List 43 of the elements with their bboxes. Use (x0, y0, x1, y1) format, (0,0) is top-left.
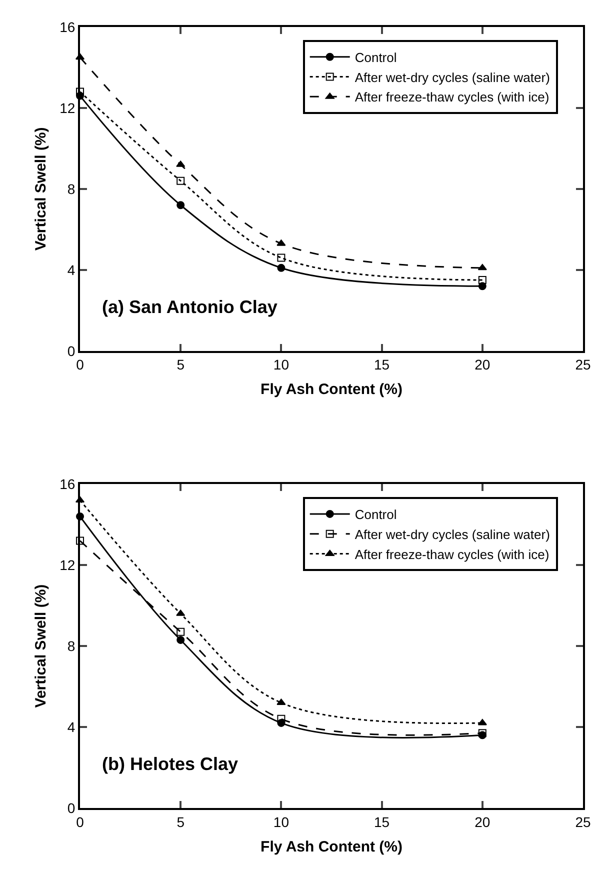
x-tick-label: 5 (176, 356, 185, 373)
x-axis-title: Fly Ash Content (%) (260, 838, 402, 856)
x-tick-label: 20 (474, 814, 490, 830)
point (176, 176, 185, 185)
x-axis-title: Fly Ash Content (%) (260, 381, 402, 398)
annotation: (a) San Antonio Clay (102, 297, 278, 317)
y-tick-label: 0 (67, 342, 76, 359)
y-tick-label: 16 (60, 18, 76, 35)
legend-label: After freeze-thaw cycles (with ice) (354, 90, 550, 105)
x-tick-label: 20 (474, 356, 490, 373)
y-tick-label: 8 (67, 638, 76, 654)
legend-label: Control (354, 507, 397, 522)
x-tick-label: 25 (575, 814, 591, 830)
y-tick-label: 4 (67, 718, 76, 735)
annotation: (b) Helotes Clay (102, 754, 238, 774)
y-tick-label: 12 (60, 100, 76, 116)
point (176, 636, 185, 644)
point (277, 714, 286, 723)
x-tick-label: 15 (374, 356, 390, 373)
point (76, 536, 84, 545)
point (277, 264, 286, 272)
y-axis-title: Vertical Swell (%) (32, 127, 50, 251)
legend-label: Control (354, 50, 397, 65)
y-tick-label: 0 (67, 800, 76, 816)
point (478, 276, 486, 284)
x-tick-label: 10 (273, 356, 290, 373)
point (176, 628, 185, 636)
legend-label: After wet-dry cycles (saline water) (354, 526, 550, 542)
legend-label: After freeze-thaw cycles (with ice) (354, 546, 550, 562)
y-tick-label: 8 (67, 180, 76, 197)
y-tick-label: 16 (60, 476, 76, 492)
point (478, 718, 487, 726)
x-tick-label: 5 (176, 814, 185, 830)
legend-label: After wet-dry cycles (saline water) (354, 70, 550, 85)
x-tick-label: 25 (575, 356, 591, 373)
y-tick-label: 4 (67, 262, 76, 278)
y-tick-label: 12 (60, 556, 76, 573)
x-tick-label: 10 (273, 814, 290, 830)
point (176, 201, 185, 210)
point (478, 264, 487, 270)
x-tick-label: 15 (374, 814, 390, 830)
y-axis-title: Vertical Swell (%) (32, 584, 50, 708)
point (277, 254, 286, 262)
